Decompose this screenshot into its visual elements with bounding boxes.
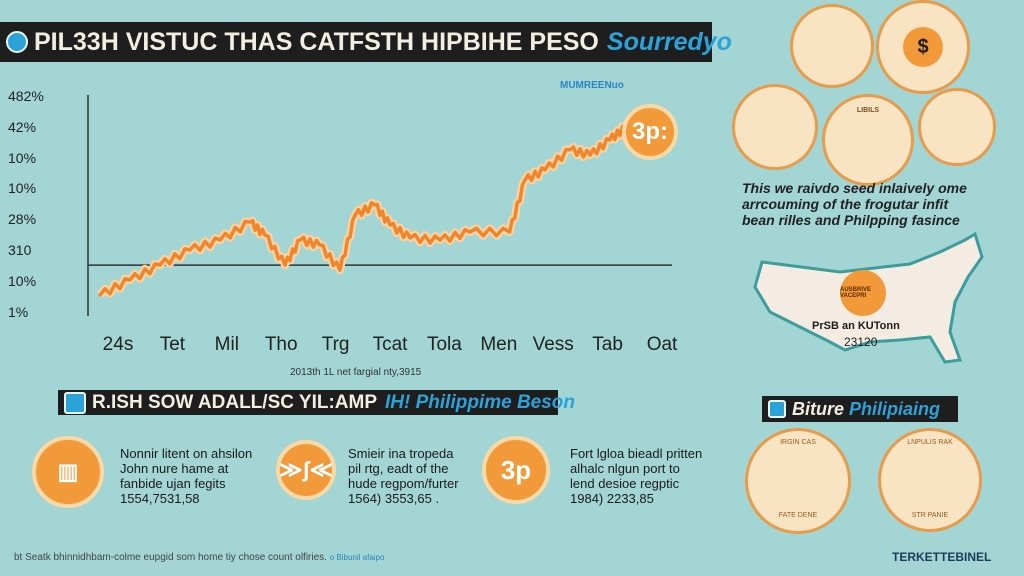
brand-logo: TERKETTEBINEL: [892, 550, 992, 564]
x-tick-label: 24s: [102, 334, 134, 355]
y-tick-label: 10%: [8, 149, 37, 166]
data-point: [263, 233, 267, 237]
card-3-badge: 3p: [482, 436, 550, 504]
data-point: [468, 230, 472, 234]
data-point: [128, 278, 132, 282]
map-badge-text: AUSBRIVE VACEPRI: [840, 287, 872, 299]
series-line: [98, 124, 626, 297]
x-tick-label: Mil: [214, 334, 239, 355]
handshake-circle: LIBILS: [822, 94, 914, 186]
data-point: [218, 238, 222, 242]
food-label: FATE DENE: [778, 512, 818, 519]
data-point: [98, 293, 102, 297]
data-point: [568, 148, 572, 152]
data-point: [298, 238, 302, 242]
data-point: [588, 153, 592, 157]
data-point: [543, 168, 547, 172]
chart-svg: [87, 95, 672, 316]
coin-circle: $: [876, 0, 970, 94]
data-point: [408, 236, 412, 240]
data-point: [248, 220, 252, 224]
annotation-text: 3p:: [632, 118, 668, 145]
data-point: [373, 203, 377, 207]
building-icon: ▥: [32, 436, 104, 508]
food-circle-5: [918, 88, 996, 166]
dollar-icon: $: [903, 27, 943, 67]
footer-note: bt Seatk bhinnidhbam-colme eupgid som ho…: [14, 552, 385, 563]
map-badge: AUSBRIVE VACEPRI: [840, 270, 886, 316]
x-tick-label: Tho: [264, 334, 298, 355]
y-tick-label: 10%: [8, 273, 37, 290]
data-point: [158, 263, 162, 267]
right-section-title: Biture: [792, 398, 845, 419]
data-point: [318, 243, 322, 247]
logo-icon: [6, 31, 28, 53]
x-tick-label: Vess: [532, 334, 574, 355]
section2-title: R.ISH SOW ADALL/SC YIL:AMP: [92, 391, 377, 413]
data-point: [283, 263, 287, 267]
data-point: [353, 213, 357, 217]
section2-accent: IH! Philippime Beson: [385, 391, 576, 413]
data-point: [388, 223, 392, 227]
card-1: Nonnir litent on ahsilon John nure hame a…: [120, 446, 253, 506]
x-tick-label: Tet: [159, 334, 186, 355]
pancake-circle-1: IRGIN CAS FATE DENE: [745, 428, 851, 534]
map-label: PrSB an KUTonn: [812, 320, 900, 332]
annotation-badge: 3p:: [622, 104, 678, 160]
food-label: IRGIN CAS: [780, 439, 816, 446]
x-tick-label: Oat: [646, 334, 678, 355]
handshake-circle-label: LIBILS: [856, 107, 880, 114]
x-tick-label: Tola: [426, 334, 462, 355]
right-section-accent: Philipiaing: [849, 398, 941, 419]
card-3-badge-text: 3p: [500, 454, 532, 485]
pancake-circle-2: LNPULIS RAK STR PANIE: [878, 428, 982, 532]
map-value: 23120: [844, 335, 878, 349]
x-tick-label: Tcat: [372, 334, 408, 355]
data-point: [523, 178, 527, 182]
right-section-bar: Biture Philipiaing: [762, 396, 958, 422]
food-label: STR PANIE: [911, 512, 949, 519]
data-point: [188, 248, 192, 252]
x-tick-label: Tab: [592, 334, 623, 355]
data-point: [608, 138, 612, 142]
header-title: PIL33H VISTUC THAS CATFSTH HIPBIHE PESO: [34, 27, 599, 56]
food-circle-1: [790, 4, 874, 88]
food-circle-3: [732, 84, 818, 170]
data-point: [438, 238, 442, 242]
chart-caption: 2013th 1L net fargial nty,3915: [290, 367, 422, 378]
y-tick-label: 1%: [8, 304, 29, 320]
calendar-icon: [64, 391, 86, 414]
y-tick-label: 42%: [8, 118, 37, 135]
brand-small: MUMREENuo: [560, 80, 624, 91]
data-point: [508, 230, 512, 234]
card-2: Smieir ina tropeda pil rtg, eadt of the hu…: [348, 446, 459, 506]
handshake-icon: ≫ʃ≪: [276, 440, 336, 500]
section2-bar: R.ISH SOW ADALL/SC YIL:AMP IH! Philippim…: [58, 390, 575, 415]
x-tick-label: Trg: [321, 334, 350, 355]
y-tick-label: 28%: [8, 211, 37, 228]
food-label: LNPULIS RAK: [907, 439, 953, 446]
data-point: [338, 268, 342, 272]
header-bar: PIL33H VISTUC THAS CATFSTH HIPBIHE PESO …: [0, 22, 732, 62]
y-tick-label: 10%: [8, 180, 37, 197]
y-tick-label: 482%: [8, 87, 44, 104]
logo-icon-2: [768, 400, 786, 418]
y-tick-label: 310: [8, 242, 32, 259]
right-description: This we raivdo seed inlaively ome arrcoum…: [742, 180, 967, 228]
card-3: Fort lgloa bieadl pritten alhalc nlgun po…: [570, 446, 703, 506]
x-tick-label: Men: [480, 334, 518, 355]
header-accent: Sourredyo: [606, 27, 732, 56]
